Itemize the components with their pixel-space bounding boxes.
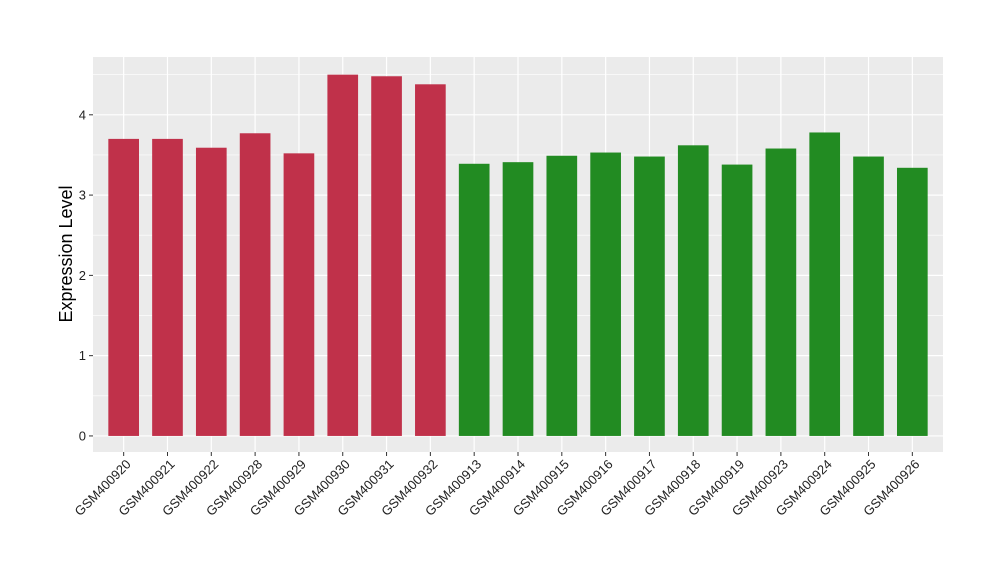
bar-GSM400918 xyxy=(677,145,709,436)
bar-GSM400932 xyxy=(415,84,446,436)
y-axis-title: Expression Level xyxy=(56,185,76,322)
bar-GSM400921 xyxy=(152,138,183,436)
bar-GSM400922 xyxy=(195,147,227,436)
y-axis: 0 1 2 3 4 xyxy=(79,107,93,443)
bar-GSM400930 xyxy=(327,74,359,436)
bar-GSM400916 xyxy=(590,152,621,436)
y-tick-label: 3 xyxy=(79,188,86,203)
x-axis: GSM400920GSM400921GSM400922GSM400928GSM4… xyxy=(72,452,922,519)
bar-GSM400920 xyxy=(108,138,140,436)
bars xyxy=(108,74,928,436)
bar-GSM400929 xyxy=(283,153,315,436)
bar-GSM400926 xyxy=(896,167,928,436)
bar-GSM400913 xyxy=(458,163,490,436)
bar-GSM400915 xyxy=(546,155,578,436)
y-tick-label: 0 xyxy=(79,428,86,443)
bar-GSM400931 xyxy=(371,76,402,436)
bar-GSM400917 xyxy=(634,156,665,436)
y-tick-label: 1 xyxy=(79,348,86,363)
bar-GSM400924 xyxy=(809,132,841,436)
y-tick-label: 4 xyxy=(79,107,86,122)
bar-GSM400925 xyxy=(853,156,884,436)
bar-GSM400928 xyxy=(239,133,271,436)
y-tick-label: 2 xyxy=(79,268,86,283)
bar-GSM400923 xyxy=(765,148,797,436)
bar-GSM400919 xyxy=(721,164,753,436)
bar-GSM400914 xyxy=(502,162,534,436)
